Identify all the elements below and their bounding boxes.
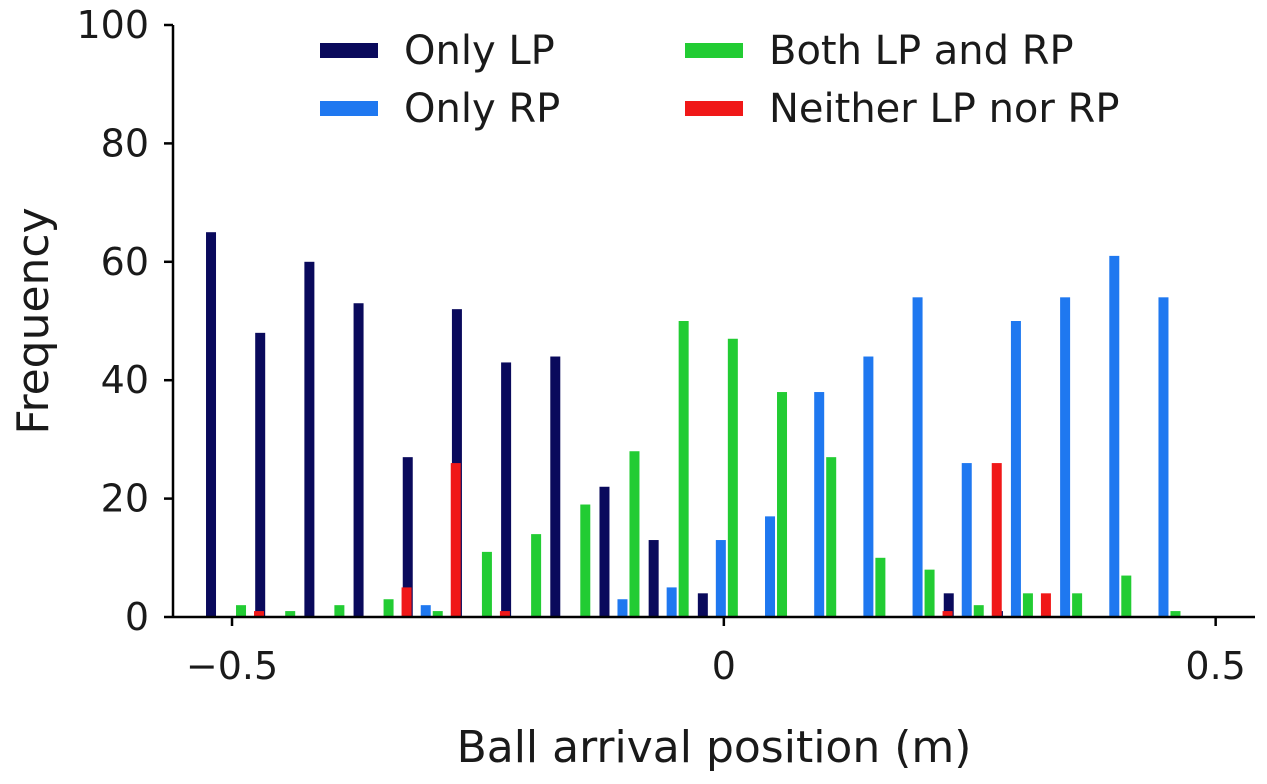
legend-item: Both LP and RP: [685, 28, 1074, 74]
bar: [499, 611, 510, 617]
bar: [1121, 575, 1132, 617]
legend-label: Neither LP nor RP: [769, 86, 1119, 132]
bar: [1010, 321, 1021, 617]
bar: [599, 486, 610, 617]
bar: [304, 261, 315, 617]
bar: [727, 338, 738, 617]
bar: [678, 321, 689, 617]
y-axis-title: Frequency: [8, 207, 59, 434]
bar: [236, 605, 247, 617]
bar: [1022, 593, 1033, 617]
legend-item: Only RP: [320, 86, 560, 132]
bar: [285, 611, 296, 617]
legend-swatch: [685, 101, 743, 116]
x-ticks: −0.5 0 0.5: [186, 617, 1246, 688]
x-tick-label: −0.5: [186, 644, 278, 688]
y-tick-label: 60: [101, 240, 149, 284]
bar: [1060, 297, 1071, 617]
y-ticks: 0 20 40 60 80 100: [76, 3, 173, 639]
bar: [206, 232, 217, 617]
bar: [481, 551, 492, 617]
bar: [550, 356, 561, 617]
bar: [629, 451, 640, 617]
bar: [501, 362, 512, 617]
y-tick-label: 20: [101, 477, 149, 521]
bar: [402, 457, 413, 617]
series-1: [224, 255, 1218, 617]
bar: [450, 463, 461, 617]
bar: [420, 605, 431, 617]
bar: [1072, 593, 1083, 617]
bar: [777, 392, 788, 617]
legend-label: Only LP: [404, 28, 555, 74]
legend-label: Both LP and RP: [769, 28, 1074, 74]
plot-area: [206, 232, 1248, 617]
series-2: [236, 321, 1230, 617]
bar: [715, 540, 726, 617]
bar: [1170, 611, 1181, 617]
bar: [617, 599, 628, 617]
bar: [401, 587, 412, 617]
bar: [875, 557, 886, 617]
bar: [531, 534, 542, 617]
legend-swatch: [685, 43, 743, 58]
bar: [942, 611, 953, 617]
bar: [334, 605, 345, 617]
bar: [254, 611, 265, 617]
bar: [1109, 255, 1120, 617]
axes: [171, 25, 1255, 619]
y-tick-label: 80: [101, 121, 149, 165]
x-axis-title: Ball arrival position (m): [457, 722, 972, 773]
bar: [961, 463, 972, 617]
bar: [991, 463, 1002, 617]
y-tick-label: 40: [101, 358, 149, 402]
bar: [432, 611, 443, 617]
bar: [666, 587, 677, 617]
bar: [943, 593, 954, 617]
legend-label: Only RP: [404, 86, 560, 132]
y-tick-label: 0: [125, 595, 149, 639]
bar: [1158, 297, 1169, 617]
legend-item: Only LP: [320, 28, 555, 74]
bar: [973, 605, 984, 617]
legend-item: Neither LP nor RP: [685, 86, 1119, 132]
x-tick-label: 0: [712, 644, 736, 688]
legend: Only LP Only RP Both LP and RP Neither LP n…: [320, 28, 1119, 132]
bar: [826, 457, 837, 617]
bar: [255, 332, 266, 617]
bar: [1040, 593, 1051, 617]
bar: [924, 569, 935, 617]
bar: [814, 392, 825, 617]
y-tick-label: 100: [76, 3, 149, 47]
bar: [383, 599, 394, 617]
x-tick-label: 0.5: [1185, 644, 1245, 688]
bar: [863, 356, 874, 617]
legend-swatch: [320, 43, 378, 58]
legend-swatch: [320, 101, 378, 116]
bar: [353, 303, 364, 617]
bar: [765, 516, 776, 617]
bar: [580, 504, 591, 617]
bar: [648, 540, 659, 617]
series-0: [206, 232, 1200, 617]
bar: [697, 593, 708, 617]
bar: [912, 297, 923, 617]
